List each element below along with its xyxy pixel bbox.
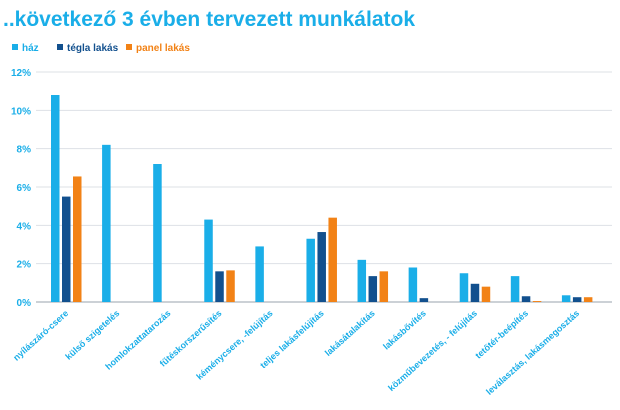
x-tick-label: tetőtér-beépítés [473, 308, 530, 361]
x-tick-label: nyílászáró-csere [11, 308, 70, 363]
y-axis: 0% 2% 4% 6% 8% 10% 12% [11, 68, 31, 309]
bar [583, 297, 593, 302]
bar [357, 259, 367, 302]
bar [368, 276, 378, 302]
bar [317, 232, 326, 302]
legend-swatch [57, 44, 63, 50]
bar [408, 267, 418, 302]
bar [102, 144, 111, 302]
legend-label: ház [22, 43, 39, 54]
bar [255, 246, 264, 302]
bar [226, 270, 235, 302]
y-tick-label: 8% [17, 145, 32, 156]
bar [521, 296, 531, 302]
bar [481, 286, 491, 302]
bar [73, 176, 82, 302]
bar [306, 238, 315, 302]
bar [572, 297, 582, 302]
x-tick-label: külső szigetelés [63, 308, 121, 362]
bar [51, 95, 60, 302]
grid [36, 71, 612, 303]
legend: ház tégla lakás panel lakás [12, 43, 190, 54]
bar [459, 273, 469, 302]
legend-label: tégla lakás [67, 43, 119, 54]
bar [328, 217, 337, 302]
bar [470, 283, 480, 302]
bars [51, 95, 593, 302]
x-tick-label: lakásátalakítás [323, 308, 377, 358]
bar [62, 196, 71, 302]
x-tick-label: leválasztás, lakásmegosztás [484, 308, 581, 397]
y-tick-label: 4% [17, 221, 32, 232]
legend-label: panel lakás [136, 43, 190, 54]
bar [510, 276, 520, 302]
y-tick-label: 6% [17, 183, 32, 194]
bar [419, 298, 429, 302]
y-tick-label: 10% [11, 106, 31, 117]
bar [532, 301, 542, 302]
bar [153, 164, 162, 302]
chart-title: ..következő 3 évben tervezett munkálatok [3, 8, 415, 31]
bar [204, 219, 213, 302]
x-tick-label: lakásbővítés [381, 308, 428, 352]
legend-swatch [12, 44, 18, 50]
bar [215, 271, 224, 302]
x-tick-label: közműbevezetés, - felújítás [386, 308, 479, 393]
legend-swatch [126, 44, 132, 50]
bar [379, 271, 389, 302]
y-tick-label: 2% [17, 260, 32, 271]
y-tick-label: 0% [17, 298, 32, 309]
y-tick-label: 12% [11, 68, 31, 79]
bar [561, 295, 571, 302]
